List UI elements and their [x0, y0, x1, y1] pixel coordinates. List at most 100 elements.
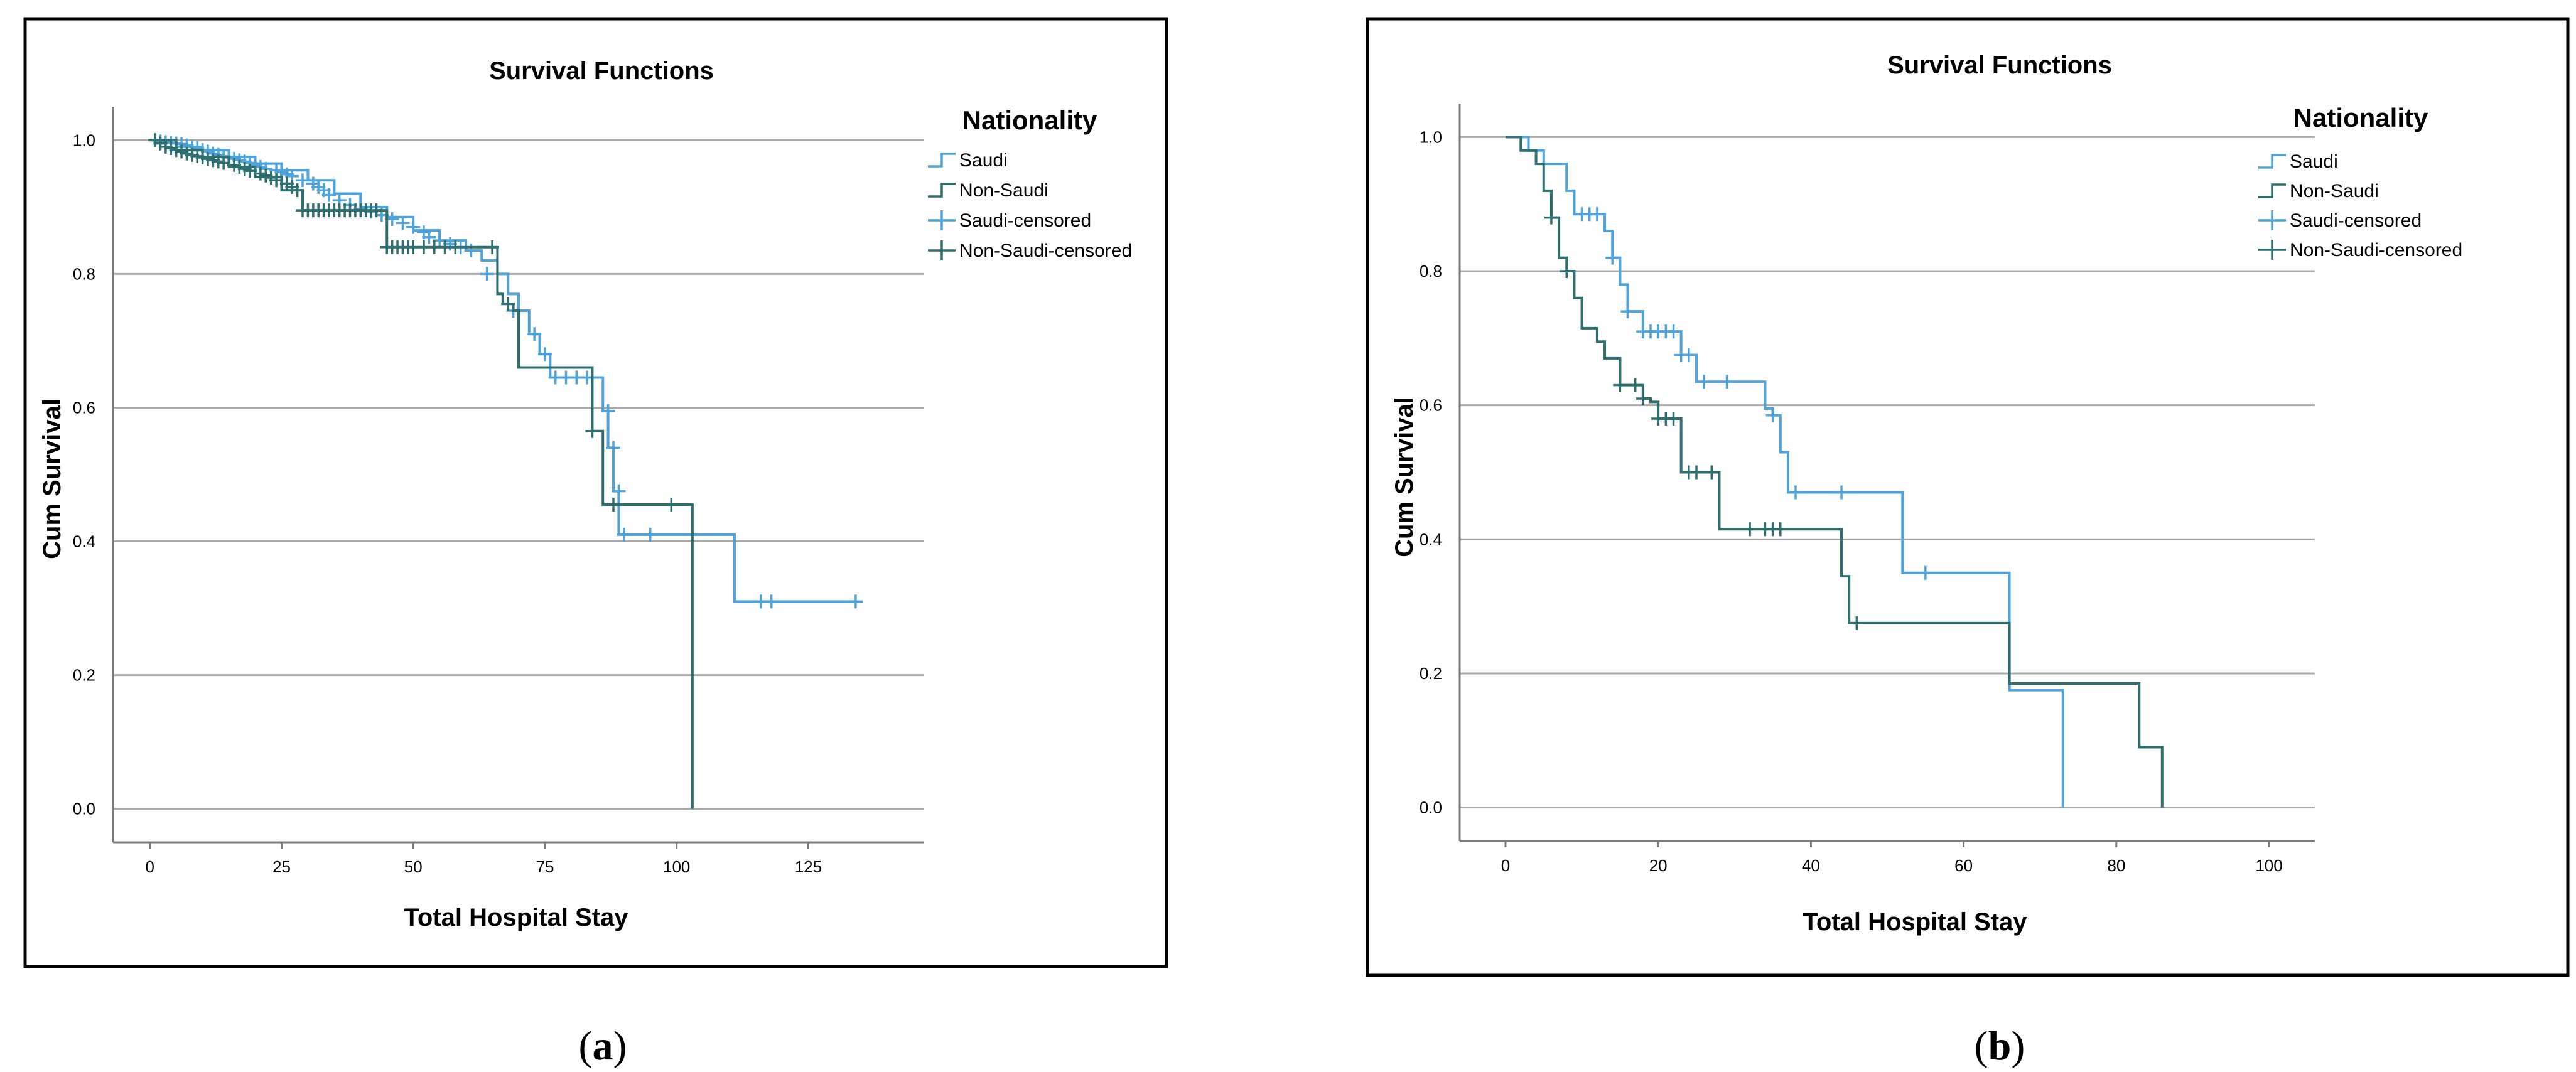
censor-mark — [1666, 324, 1681, 339]
censor-mark — [585, 424, 600, 438]
censor-mark — [1835, 485, 1849, 500]
legend-label: Saudi — [959, 150, 1008, 171]
censor-mark — [290, 183, 304, 198]
legend-item: Non-Saudi-censored — [928, 240, 1132, 261]
legend-label: Saudi-censored — [2290, 210, 2422, 231]
censor-mark — [1918, 565, 1932, 580]
x-tick-label: 125 — [795, 857, 822, 876]
censor-mark — [1620, 304, 1635, 319]
censor-mark — [422, 230, 436, 244]
plot-area — [1460, 104, 2315, 841]
censor-mark — [369, 203, 384, 218]
censor-mark — [321, 188, 336, 202]
legend-label: Non-Saudi-censored — [959, 240, 1132, 261]
legend-label: Non-Saudi — [959, 180, 1048, 201]
censor-mark — [1590, 207, 1604, 222]
censor-mark — [243, 164, 257, 178]
censor-mark — [485, 240, 500, 254]
censor-mark — [396, 216, 410, 230]
legend-swatch — [928, 153, 956, 168]
y-axis-label: Cum Survival — [1391, 397, 1418, 557]
censor-mark — [617, 527, 631, 542]
legend-title: Nationality — [2293, 103, 2428, 132]
plot-area — [113, 107, 924, 842]
y-tick-label: 0.4 — [1420, 530, 1442, 549]
censor-mark — [1605, 250, 1620, 265]
x-tick-label: 50 — [404, 857, 423, 876]
censor-mark — [1636, 392, 1650, 405]
censor-mark — [464, 244, 478, 258]
censor-mark — [1789, 485, 1803, 500]
survival-chart-b: 0.0 0.2 0.4 0.6 0.8 1.0 0 20 40 60 80 100 Survival … — [1366, 17, 2570, 1069]
chart-title: Survival Functions — [1887, 51, 2112, 79]
censor-mark — [1850, 616, 1864, 630]
panel-caption: (a) — [579, 1023, 627, 1069]
legend-swatch — [2258, 183, 2286, 198]
legend-label: Non-Saudi-censored — [2290, 240, 2462, 260]
censor-mark — [269, 173, 284, 188]
legend-item: Saudi — [2258, 151, 2338, 172]
censor-mark — [612, 484, 626, 498]
legend-item: Non-Saudi-censored — [2258, 240, 2462, 260]
censor-mark — [1560, 264, 1574, 279]
censor-mark — [1628, 378, 1642, 392]
censor-mark — [643, 527, 657, 542]
censor-mark — [406, 220, 421, 234]
censor-mark — [501, 297, 515, 311]
censor-mark — [537, 347, 552, 362]
censor-mark — [848, 594, 863, 609]
x-tick-label: 100 — [2255, 856, 2282, 875]
x-axis-label: Total Hospital Stay — [404, 904, 628, 931]
legend-swatch — [928, 210, 956, 230]
x-tick-label: 20 — [1649, 856, 1668, 875]
censor-mark — [1720, 375, 1734, 389]
y-tick-label: 0.8 — [1420, 262, 1442, 281]
censor-mark — [527, 327, 542, 341]
legend-item: Non-Saudi — [928, 180, 1048, 201]
censor-mark — [1765, 408, 1780, 422]
legend-swatch — [2258, 154, 2286, 169]
censor-mark — [1743, 522, 1757, 537]
censor-mark — [217, 156, 231, 170]
censor-mark — [606, 441, 621, 455]
x-tick-label: 75 — [536, 857, 554, 876]
legend-label: Non-Saudi — [2290, 181, 2379, 201]
censor-mark — [601, 404, 615, 418]
y-tick-label: 1.0 — [73, 131, 95, 149]
x-tick-label: 0 — [145, 857, 154, 876]
censor-mark — [1681, 348, 1696, 362]
legend-swatch — [928, 240, 956, 260]
legend-item: Non-Saudi — [2258, 181, 2379, 201]
legend-label: Saudi-censored — [959, 210, 1091, 231]
x-tick-label: 25 — [272, 857, 291, 876]
censor-mark — [1544, 210, 1558, 225]
y-tick-label: 0.4 — [73, 532, 95, 551]
censor-mark — [664, 497, 679, 512]
legend-item: Saudi-censored — [928, 210, 1091, 231]
censor-mark — [1613, 378, 1627, 392]
y-axis-label: Cum Survival — [38, 399, 66, 559]
censor-mark — [1697, 375, 1711, 389]
y-tick-label: 0.6 — [73, 398, 95, 417]
panel-caption: (b) — [1975, 1023, 2025, 1069]
y-tick-label: 0.8 — [73, 264, 95, 283]
x-tick-label: 0 — [1501, 856, 1510, 875]
censor-mark — [1773, 522, 1787, 537]
y-tick-label: 0.0 — [73, 800, 95, 818]
censor-mark — [1689, 465, 1703, 480]
x-tick-label: 60 — [1954, 856, 1973, 875]
y-tick-label: 0.0 — [1420, 798, 1442, 817]
censor-mark — [1705, 465, 1719, 480]
x-axis-label: Total Hospital Stay — [1803, 908, 2027, 936]
legend: Nationality Saudi Non-Saudi Saudi-censored… — [2258, 103, 2462, 260]
y-tick-label: 1.0 — [1420, 127, 1442, 146]
legend-swatch — [2258, 240, 2286, 260]
censor-mark — [448, 240, 463, 254]
y-tick-label: 0.2 — [73, 666, 95, 685]
x-tick-label: 80 — [2107, 856, 2125, 875]
legend-swatch — [2258, 210, 2286, 230]
y-tick-label: 0.6 — [1420, 396, 1442, 415]
y-tick-label: 0.2 — [1420, 664, 1442, 683]
survival-chart-a: 0.0 0.2 0.4 0.6 0.8 1.0 0 25 50 75 100 125 Survival… — [23, 17, 1168, 1069]
x-tick-label: 100 — [663, 857, 690, 876]
